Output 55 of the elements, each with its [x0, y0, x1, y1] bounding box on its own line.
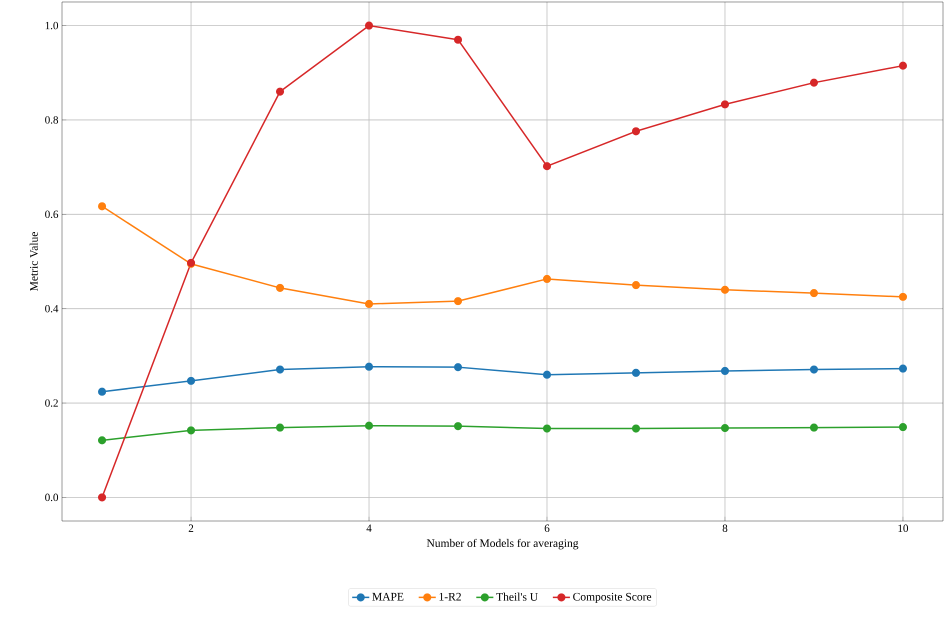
point — [632, 368, 640, 377]
point — [98, 202, 106, 210]
y-tick-label: 0.6 — [45, 210, 58, 218]
x-axis-title: Number of Models for averaging — [426, 538, 578, 550]
point — [186, 426, 196, 434]
x-tick-label: 2 — [188, 524, 194, 532]
point — [542, 162, 552, 170]
point — [364, 422, 374, 430]
y-tick-label: 0.4 — [45, 304, 58, 312]
point — [632, 127, 640, 136]
point — [542, 424, 552, 433]
y-tick-label: 1.0 — [46, 22, 58, 30]
point — [720, 100, 730, 108]
point — [810, 78, 818, 87]
point — [898, 364, 908, 373]
x-tick-label: 10 — [898, 524, 908, 532]
point — [276, 365, 284, 374]
point — [454, 297, 462, 306]
point — [454, 422, 462, 430]
point — [454, 36, 462, 44]
point — [276, 284, 284, 292]
point — [632, 281, 640, 290]
point — [810, 289, 818, 298]
point — [720, 286, 730, 294]
point — [276, 88, 284, 96]
point — [364, 22, 374, 30]
point — [454, 363, 462, 372]
y-axis-title: Metric Value — [30, 232, 38, 292]
point — [542, 274, 552, 284]
y-tick-label: 0.8 — [45, 116, 58, 124]
legend-label: MAPE — [372, 592, 404, 600]
point — [720, 424, 730, 432]
point — [98, 436, 106, 444]
x-tick-label: 6 — [544, 524, 550, 532]
point — [276, 424, 284, 432]
point — [632, 424, 640, 433]
y-tick-label: 0.0 — [45, 494, 58, 502]
y-tick-label: 0.2 — [45, 399, 58, 407]
point — [364, 362, 374, 371]
legend-label: 1-R2 — [440, 592, 461, 600]
x-tick-label: 8 — [722, 524, 728, 532]
legend-label: Theil's U — [496, 592, 538, 601]
legend-label: Composite Score — [573, 592, 652, 603]
point — [98, 493, 106, 502]
point — [720, 366, 730, 376]
point — [898, 62, 908, 70]
point — [186, 376, 196, 385]
point — [898, 292, 908, 301]
point — [542, 370, 552, 379]
x-tick-label: 4 — [366, 524, 372, 532]
point — [364, 300, 374, 308]
point — [98, 388, 106, 396]
point — [810, 365, 818, 374]
point — [898, 423, 908, 432]
point — [810, 424, 818, 432]
